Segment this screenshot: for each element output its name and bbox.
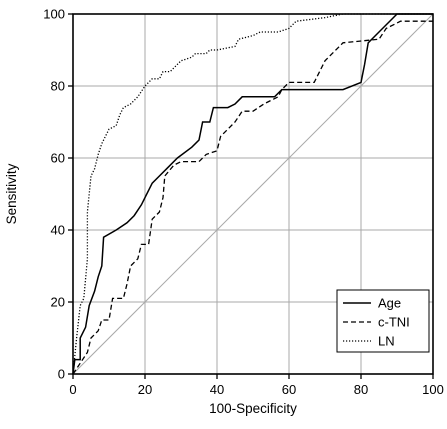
legend-label-c-tni: c-TNI [378,315,410,330]
legend-label-age: Age [378,296,401,311]
x-tick-labels: 0 20 40 60 80 100 [69,382,443,397]
x-tick-label: 0 [69,382,76,397]
series-layer [72,13,433,375]
x-tick-label: 20 [138,382,152,397]
y-tick-label: 40 [51,223,65,238]
reference-diagonal [72,13,434,375]
plot-frame [72,13,434,375]
y-tick-label: 60 [51,151,65,166]
legend: Age c-TNI LN [336,289,430,353]
legend-box [336,289,430,353]
series-line-age [72,13,433,375]
x-tick-label: 80 [354,382,368,397]
y-tick-label: 100 [43,7,65,22]
y-tick-labels: 0 20 40 60 80 100 [43,7,65,382]
y-tick-label: 80 [51,79,65,94]
y-tick-label: 0 [58,367,65,382]
x-tick-label: 60 [282,382,296,397]
y-tick-label: 20 [51,295,65,310]
series-line-c-tni [72,20,433,375]
axis-ticks [68,13,434,379]
x-tick-label: 100 [422,382,444,397]
legend-label-ln: LN [378,334,395,349]
y-axis-title: Sensitivity [4,163,19,224]
x-tick-label: 40 [210,382,224,397]
x-axis-title: 100-Specificity [209,401,297,416]
